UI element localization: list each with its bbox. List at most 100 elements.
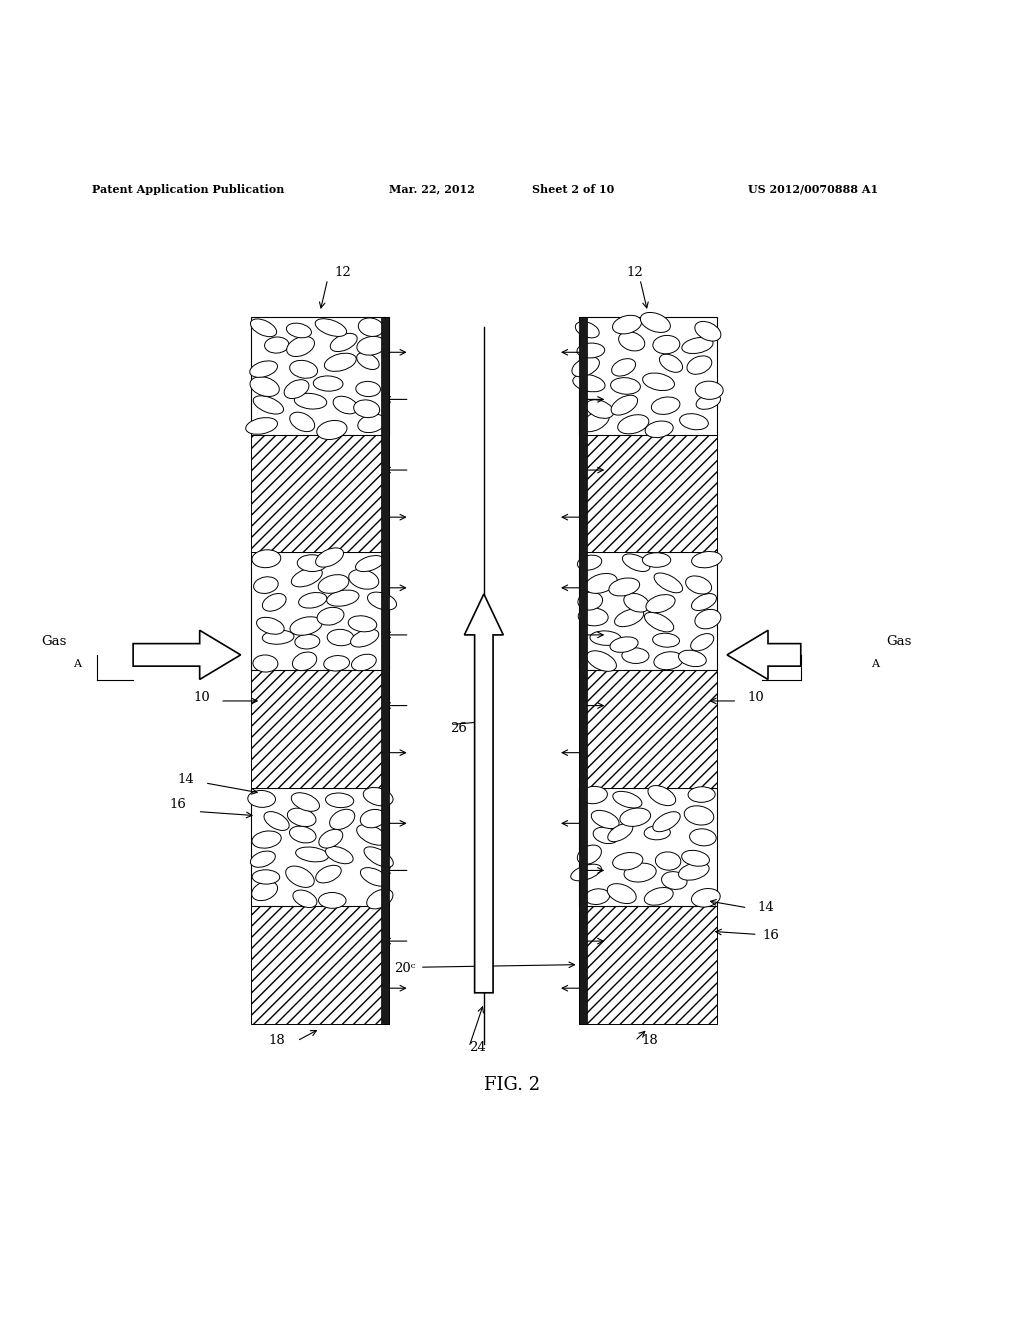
- Ellipse shape: [687, 356, 712, 375]
- Ellipse shape: [252, 832, 282, 849]
- Ellipse shape: [318, 829, 343, 847]
- Ellipse shape: [290, 826, 316, 843]
- Ellipse shape: [644, 825, 671, 840]
- Ellipse shape: [292, 568, 323, 587]
- Text: A: A: [73, 659, 81, 669]
- Ellipse shape: [350, 630, 379, 647]
- Ellipse shape: [353, 400, 380, 417]
- Ellipse shape: [290, 412, 314, 432]
- Ellipse shape: [286, 866, 314, 887]
- Ellipse shape: [691, 888, 720, 907]
- Ellipse shape: [246, 417, 278, 434]
- Ellipse shape: [575, 322, 599, 338]
- Ellipse shape: [689, 829, 716, 846]
- Ellipse shape: [252, 870, 280, 884]
- Ellipse shape: [295, 635, 319, 649]
- Ellipse shape: [572, 375, 605, 392]
- Ellipse shape: [324, 656, 349, 671]
- Ellipse shape: [291, 793, 319, 812]
- Ellipse shape: [620, 808, 650, 826]
- Bar: [251, 788, 389, 906]
- Ellipse shape: [360, 867, 388, 886]
- Ellipse shape: [333, 396, 357, 414]
- Ellipse shape: [326, 793, 353, 808]
- Text: Sheet 2 of 10: Sheet 2 of 10: [532, 183, 614, 195]
- FancyArrow shape: [727, 631, 801, 680]
- Ellipse shape: [290, 616, 322, 635]
- Ellipse shape: [356, 352, 379, 370]
- Bar: [251, 317, 389, 434]
- Ellipse shape: [368, 593, 396, 610]
- Ellipse shape: [695, 322, 721, 341]
- Ellipse shape: [684, 805, 714, 825]
- Ellipse shape: [617, 414, 649, 434]
- Ellipse shape: [348, 615, 377, 632]
- Ellipse shape: [294, 393, 327, 409]
- Ellipse shape: [653, 335, 680, 354]
- Text: 12: 12: [335, 267, 351, 279]
- Ellipse shape: [571, 356, 599, 376]
- Ellipse shape: [297, 554, 327, 572]
- Ellipse shape: [686, 576, 712, 594]
- Ellipse shape: [355, 556, 384, 572]
- Text: A: A: [871, 659, 880, 669]
- Ellipse shape: [317, 607, 344, 626]
- Ellipse shape: [643, 374, 675, 391]
- Ellipse shape: [253, 396, 284, 414]
- Ellipse shape: [695, 381, 723, 400]
- Ellipse shape: [691, 552, 722, 568]
- Text: Patent Application Publication: Patent Application Publication: [92, 183, 285, 195]
- Ellipse shape: [608, 824, 633, 842]
- Ellipse shape: [690, 634, 714, 651]
- Ellipse shape: [315, 866, 341, 883]
- Ellipse shape: [331, 334, 357, 351]
- Ellipse shape: [648, 785, 676, 805]
- Ellipse shape: [250, 376, 280, 396]
- Ellipse shape: [612, 315, 642, 334]
- Ellipse shape: [682, 850, 710, 866]
- Ellipse shape: [330, 809, 354, 829]
- Ellipse shape: [653, 812, 680, 832]
- Ellipse shape: [610, 378, 640, 395]
- Ellipse shape: [262, 630, 294, 644]
- Text: FIG. 2: FIG. 2: [484, 1076, 540, 1094]
- Ellipse shape: [299, 593, 327, 609]
- Ellipse shape: [612, 792, 642, 808]
- Ellipse shape: [654, 573, 683, 593]
- Ellipse shape: [646, 594, 675, 612]
- Ellipse shape: [578, 591, 602, 610]
- Ellipse shape: [364, 847, 393, 867]
- Text: Gas: Gas: [886, 635, 911, 648]
- Ellipse shape: [287, 337, 314, 356]
- Ellipse shape: [251, 319, 276, 337]
- Ellipse shape: [691, 594, 717, 611]
- Bar: [251, 434, 389, 553]
- Ellipse shape: [327, 590, 359, 606]
- Ellipse shape: [287, 323, 311, 338]
- Text: US 2012/0070888 A1: US 2012/0070888 A1: [748, 183, 878, 195]
- Ellipse shape: [680, 413, 709, 430]
- Ellipse shape: [591, 810, 620, 829]
- Ellipse shape: [578, 556, 602, 570]
- Ellipse shape: [293, 652, 316, 671]
- Ellipse shape: [250, 360, 278, 378]
- Bar: [579, 434, 717, 553]
- Ellipse shape: [624, 863, 656, 882]
- Bar: [381, 317, 389, 1023]
- Bar: [251, 906, 389, 1023]
- Text: 12: 12: [627, 267, 643, 279]
- Ellipse shape: [325, 354, 356, 371]
- Ellipse shape: [577, 343, 605, 358]
- Ellipse shape: [254, 577, 279, 594]
- Bar: [579, 906, 717, 1023]
- Text: 16: 16: [170, 799, 186, 812]
- Ellipse shape: [590, 631, 622, 645]
- Ellipse shape: [355, 381, 381, 396]
- Bar: [579, 671, 717, 788]
- Ellipse shape: [316, 421, 347, 440]
- Ellipse shape: [614, 609, 644, 627]
- Ellipse shape: [695, 610, 721, 628]
- Ellipse shape: [262, 594, 286, 611]
- Ellipse shape: [682, 338, 713, 354]
- Ellipse shape: [578, 845, 601, 865]
